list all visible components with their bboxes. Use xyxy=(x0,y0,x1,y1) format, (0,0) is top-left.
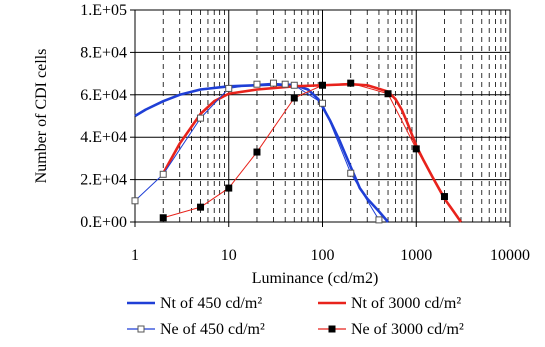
data-point xyxy=(131,197,139,205)
legend-item: Ne of 450 cd/m² xyxy=(127,321,265,338)
data-point xyxy=(347,169,355,177)
y-tick-label: 8.E+04 xyxy=(80,44,127,61)
data-point xyxy=(197,114,205,122)
data-point xyxy=(281,80,289,88)
data-point xyxy=(290,94,298,102)
data-point xyxy=(328,325,336,333)
data-point xyxy=(347,79,355,87)
legend-item: Ne of 3000 cd/m² xyxy=(318,321,464,338)
y-tick-label: 6.E+04 xyxy=(80,87,127,104)
chart-grid xyxy=(135,10,510,222)
data-point xyxy=(225,84,233,92)
x-tick-label: 1000 xyxy=(400,247,432,264)
y-tick-label: 0.E+00 xyxy=(80,214,127,231)
legend-item: Nt of 3000 cd/m² xyxy=(318,295,461,312)
data-point xyxy=(319,81,326,89)
x-tick-label: 1 xyxy=(131,247,139,264)
data-point xyxy=(375,216,383,224)
data-point xyxy=(269,79,277,87)
data-point xyxy=(412,145,420,153)
data-point xyxy=(319,99,326,107)
legend-label: Nt of 450 cd/m² xyxy=(160,295,262,312)
legend-label: Ne of 3000 cd/m² xyxy=(351,321,464,338)
data-point xyxy=(225,184,233,192)
data-point xyxy=(253,148,261,156)
x-axis-title: Luminance (cd/m2) xyxy=(252,270,379,287)
legend-label: Ne of 450 cd/m² xyxy=(160,321,265,338)
data-point xyxy=(159,170,167,178)
series-layer xyxy=(131,79,463,224)
data-point xyxy=(290,81,298,89)
legend-item: Nt of 450 cd/m² xyxy=(127,295,262,312)
data-point xyxy=(159,214,167,222)
data-point xyxy=(384,90,392,98)
data-point xyxy=(137,325,145,333)
x-tick-labels: 1 10 100 1000 10000 xyxy=(131,222,530,264)
y-axis-title: Number of CDI cells xyxy=(33,49,50,184)
x-tick-label: 10000 xyxy=(490,247,530,264)
x-tick-label: 100 xyxy=(311,247,335,264)
series-2 xyxy=(131,79,383,224)
series-line xyxy=(163,82,445,219)
data-point xyxy=(440,193,448,201)
legend-label: Nt of 3000 cd/m² xyxy=(351,295,461,312)
data-point xyxy=(197,203,205,211)
y-tick-label: 2.E+04 xyxy=(80,172,127,189)
y-tick-label: 4.E+04 xyxy=(80,129,127,146)
y-tick-label: 1.E+05 xyxy=(80,2,127,19)
series-3 xyxy=(159,79,448,222)
x-tick-label: 10 xyxy=(221,247,237,264)
y-tick-labels: 0.E+00 2.E+04 4.E+04 6.E+04 8.E+04 1.E+05 xyxy=(80,2,135,231)
data-point xyxy=(253,80,261,88)
legend: Nt of 450 cd/m² Nt of 3000 cd/m² Ne of 450… xyxy=(127,295,464,338)
